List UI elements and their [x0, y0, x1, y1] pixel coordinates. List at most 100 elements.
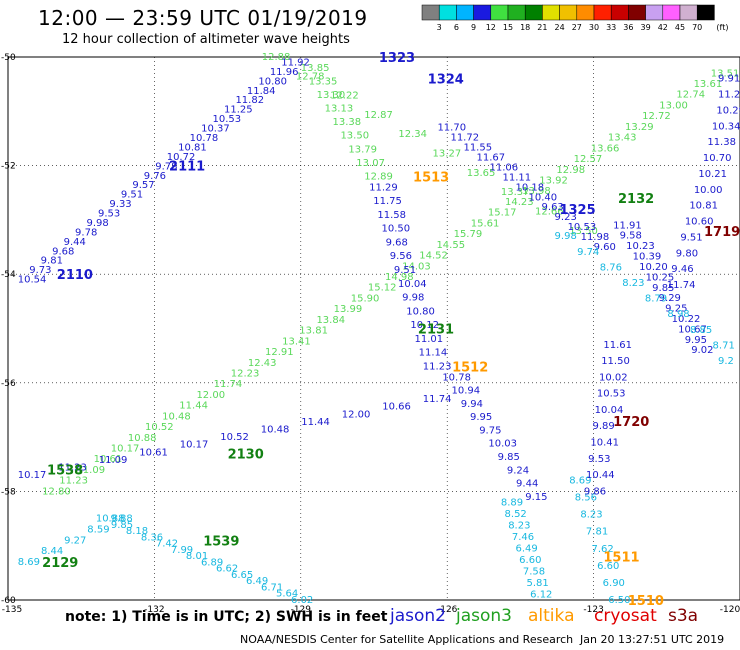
- track-pass-label: 2132: [618, 192, 654, 207]
- wave-height-value: 9.58: [620, 231, 642, 242]
- wave-height-value: 10.53: [597, 389, 626, 400]
- wave-height-value: 9.46: [671, 264, 693, 275]
- wave-height-value: 10.78: [190, 133, 219, 144]
- wave-height-value: 10.40: [529, 192, 558, 203]
- scale-bin: [421, 4, 440, 21]
- wave-height-value: 12.74: [676, 90, 705, 101]
- scale-bin: [559, 4, 578, 21]
- wave-height-value: 10.67: [678, 324, 707, 335]
- scale-bin: [438, 4, 457, 21]
- wave-height-value: 9.44: [64, 237, 86, 248]
- wave-height-value: 8.71: [713, 340, 735, 351]
- wave-height-value: 12.89: [364, 171, 393, 182]
- wave-height-value: 13.37: [501, 187, 530, 198]
- wave-height-value: 10.44: [586, 470, 615, 481]
- wave-height-value: 11.98: [581, 232, 610, 243]
- wave-height-value: 10.54: [18, 275, 47, 286]
- wave-height-value: 9.85: [652, 283, 674, 294]
- wave-height-value: 9.57: [132, 180, 154, 191]
- track-pass-label: 1513: [413, 170, 449, 185]
- wave-height-value: 9.76: [144, 171, 166, 182]
- wave-height-value: 11.23: [58, 463, 87, 474]
- track-pass-label: 2130: [228, 447, 264, 462]
- wave-height-value: 9.15: [525, 492, 547, 503]
- scale-bin: [524, 4, 543, 21]
- wave-height-value: 6.60: [597, 561, 619, 572]
- legend-jason2: jason2: [390, 606, 446, 626]
- wave-height-value: 10.34: [712, 121, 740, 132]
- wave-height-value: 9.89: [593, 421, 615, 432]
- wave-height-value: 13.92: [539, 175, 568, 186]
- wave-height-value: 9.81: [41, 256, 63, 267]
- scale-bin: [456, 4, 474, 21]
- wave-height-value: 9.94: [461, 399, 483, 410]
- wave-height-value: 10.22: [672, 314, 701, 325]
- wave-height-value: 15.61: [471, 218, 500, 229]
- wave-height-value: 9.80: [676, 248, 698, 259]
- lon-tick-label: -123: [583, 605, 603, 615]
- wave-height-value: 9.98: [87, 218, 109, 229]
- wave-height-value: 9.68: [386, 237, 408, 248]
- scale-bin: [645, 4, 664, 21]
- wave-height-value: 9.53: [98, 209, 120, 220]
- map-frame: [7, 56, 740, 601]
- wave-height-value: 10.66: [382, 402, 411, 413]
- track-pass-label: 2110: [57, 268, 93, 283]
- wave-height-value: 11.25: [224, 105, 253, 116]
- wave-height-value: 15.90: [351, 293, 380, 304]
- scale-bin: [593, 4, 612, 21]
- wave-height-value: 10.48: [162, 411, 191, 422]
- wave-height-value: 14.55: [436, 240, 465, 251]
- wave-height-value: 12.80: [42, 486, 71, 497]
- wave-height-value: 9.33: [109, 199, 131, 210]
- wave-height-value: 12.23: [231, 368, 260, 379]
- wave-height-value: 7.58: [523, 566, 545, 577]
- wave-height-value: 11.29: [369, 182, 398, 193]
- wave-height-value: 10.80: [406, 306, 435, 317]
- wave-height-value: 11.06: [489, 162, 518, 173]
- wave-height-value: 13.27: [433, 149, 462, 160]
- scale-bin: [662, 4, 681, 21]
- lat-tick-label: -50: [1, 53, 16, 63]
- wave-height-value: 7.99: [171, 545, 193, 556]
- wave-height-value: 8.23: [508, 520, 530, 531]
- track-pass-label: 1538: [47, 464, 83, 479]
- track-pass-label: 1510: [628, 594, 664, 609]
- wave-height-value: 11.50: [601, 356, 630, 367]
- scale-label: 18: [520, 23, 530, 32]
- wave-height-value: 12.43: [248, 358, 277, 369]
- wave-height-value: 11.96: [270, 67, 299, 78]
- wave-height-value: 10.17: [18, 470, 47, 481]
- scale-bin: [610, 4, 629, 21]
- wave-height-value: 11.82: [235, 95, 264, 106]
- wave-height-value: 9.95: [685, 335, 707, 346]
- lon-tick-label: -132: [144, 605, 164, 615]
- lat-tick-label: -58: [1, 487, 16, 497]
- scale-label: 30: [589, 23, 599, 32]
- wave-height-value: 10.23: [626, 241, 655, 252]
- wave-height-value: 11.61: [603, 340, 632, 351]
- wave-height-value: 8.23: [580, 510, 602, 521]
- wave-height-value: 7.62: [592, 544, 614, 555]
- wave-height-value: 13.29: [625, 122, 654, 133]
- wave-height-value: 12.87: [364, 110, 393, 121]
- wave-height-value: 9.51: [394, 265, 416, 276]
- legend-s3a: s3a: [668, 606, 699, 626]
- wave-height-value: 9.88: [110, 514, 132, 525]
- wave-height-value: 10.53: [213, 114, 242, 125]
- wave-height-value: 10.94: [452, 386, 481, 397]
- wave-height-value: 8.44: [41, 546, 63, 557]
- wave-height-value: 6.71: [261, 582, 283, 593]
- wave-height-value: 12.88: [262, 52, 291, 63]
- wave-height-value: 13.50: [340, 131, 369, 142]
- wave-height-value: 9.60: [594, 242, 616, 253]
- wave-height-value: 11.14: [419, 348, 448, 359]
- wave-height-value: 9.78: [155, 161, 177, 172]
- wave-height-value: 8.76: [600, 262, 622, 273]
- wave-height-value: 9.51: [121, 190, 143, 201]
- wave-height-value: 9.56: [390, 251, 412, 262]
- wave-height-value: 9.85: [498, 452, 520, 463]
- lat-tick-label: -56: [1, 379, 16, 389]
- wave-height-value: 15.12: [368, 283, 397, 294]
- wave-height-value: 5.64: [276, 589, 298, 600]
